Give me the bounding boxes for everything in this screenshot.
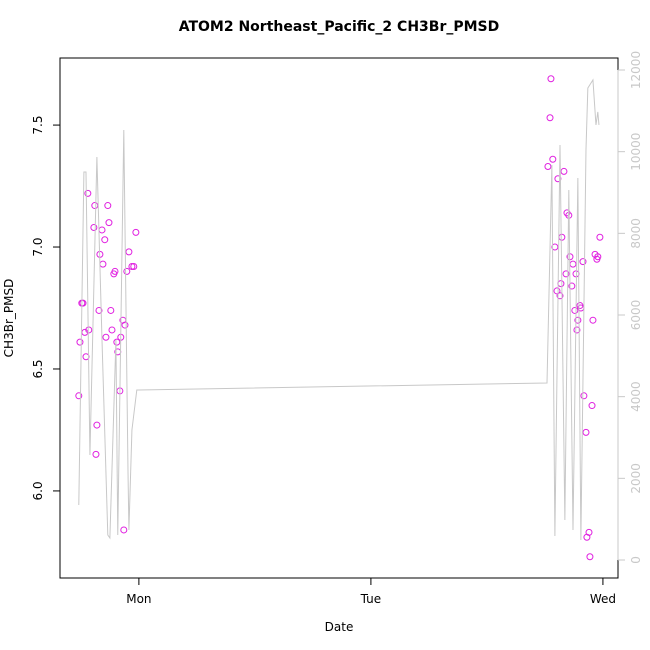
chart-title: ATOM2 Northeast_Pacific_2 CH3Br_PMSD bbox=[179, 19, 500, 35]
data-point bbox=[573, 326, 581, 334]
data-point bbox=[99, 260, 107, 268]
data-point bbox=[113, 338, 121, 346]
data-point bbox=[596, 233, 604, 241]
data-point bbox=[105, 219, 113, 227]
y2-tick-label: 12000 bbox=[629, 51, 643, 89]
data-point bbox=[585, 528, 593, 536]
x-tick-label: Mon bbox=[126, 592, 151, 606]
data-point bbox=[76, 338, 84, 346]
y2-tick-label: 4000 bbox=[629, 381, 643, 412]
data-line bbox=[78, 78, 600, 540]
data-point bbox=[92, 450, 100, 458]
data-point bbox=[544, 163, 552, 171]
data-point bbox=[568, 282, 576, 290]
data-point bbox=[101, 236, 109, 244]
data-point bbox=[574, 316, 582, 324]
data-point bbox=[128, 263, 136, 271]
y2-tick-label: 2000 bbox=[629, 463, 643, 494]
data-point bbox=[123, 267, 131, 275]
data-point bbox=[90, 224, 98, 232]
data-point bbox=[556, 292, 564, 300]
data-point bbox=[121, 321, 129, 329]
data-point bbox=[560, 167, 568, 175]
data-point bbox=[111, 267, 119, 275]
data-point bbox=[93, 421, 101, 429]
data-point bbox=[91, 202, 99, 210]
data-point bbox=[98, 226, 106, 234]
y-tick-label: 7.0 bbox=[31, 237, 45, 256]
data-point bbox=[79, 299, 87, 307]
data-point bbox=[125, 248, 133, 256]
y-tick-label: 6.5 bbox=[31, 359, 45, 378]
data-point bbox=[107, 306, 115, 314]
data-point bbox=[104, 202, 112, 210]
data-point bbox=[549, 155, 557, 163]
data-point bbox=[108, 326, 116, 334]
y-tick-label: 7.5 bbox=[31, 116, 45, 135]
data-point bbox=[553, 287, 561, 295]
data-point bbox=[130, 263, 138, 271]
data-point bbox=[546, 114, 554, 122]
plot-frame bbox=[59, 57, 619, 579]
data-point bbox=[132, 228, 140, 236]
y2-tick-label: 0 bbox=[629, 556, 643, 564]
data-point bbox=[594, 253, 602, 261]
data-point bbox=[569, 260, 577, 268]
x-tick-label: Wed bbox=[590, 592, 616, 606]
x-tick-label: Tue bbox=[360, 592, 382, 606]
data-point bbox=[588, 402, 596, 410]
data-point bbox=[547, 75, 555, 83]
data-point bbox=[589, 316, 597, 324]
data-point bbox=[580, 392, 588, 400]
data-point bbox=[120, 526, 128, 534]
data-point bbox=[562, 270, 570, 278]
data-point bbox=[84, 189, 92, 197]
y2-tick-label: 10000 bbox=[629, 133, 643, 171]
data-point bbox=[557, 280, 565, 288]
data-point bbox=[85, 326, 93, 334]
data-point bbox=[582, 428, 590, 436]
y-tick-label: 6.0 bbox=[31, 481, 45, 500]
data-point bbox=[586, 553, 594, 561]
y2-tick-label: 8000 bbox=[629, 218, 643, 249]
y2-tick-label: 6000 bbox=[629, 300, 643, 331]
data-point bbox=[95, 306, 103, 314]
data-point bbox=[579, 258, 587, 266]
data-point bbox=[75, 392, 83, 400]
data-point bbox=[551, 243, 559, 251]
x-axis-label: Date bbox=[325, 620, 354, 634]
data-point bbox=[102, 333, 110, 341]
y-axis-label: CH3Br_PMSD bbox=[2, 279, 16, 358]
data-point bbox=[558, 233, 566, 241]
data-point bbox=[571, 306, 579, 314]
